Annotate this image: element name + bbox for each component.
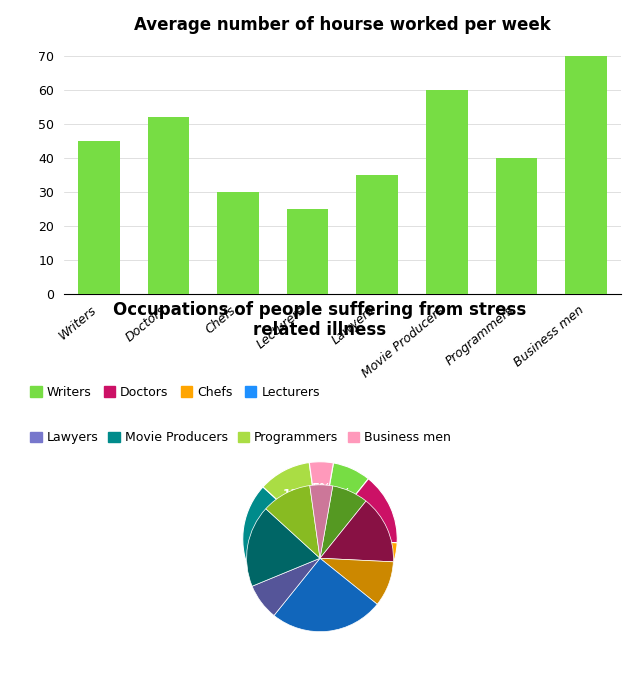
- Bar: [217, 192, 259, 294]
- Bar: [426, 90, 468, 294]
- Wedge shape: [252, 559, 320, 615]
- Wedge shape: [246, 509, 320, 586]
- Wedge shape: [263, 463, 320, 539]
- Text: 10%: 10%: [353, 550, 381, 564]
- Text: 18%: 18%: [256, 524, 284, 537]
- Wedge shape: [320, 463, 369, 539]
- Legend: Lawyers, Movie Producers, Programmers, Business men: Lawyers, Movie Producers, Programmers, B…: [26, 426, 456, 449]
- Wedge shape: [271, 539, 380, 616]
- Wedge shape: [310, 485, 333, 559]
- Bar: [565, 55, 607, 294]
- Text: Occupations of people suffering from stress
related illness: Occupations of people suffering from str…: [113, 301, 527, 340]
- Wedge shape: [320, 479, 397, 542]
- Wedge shape: [320, 501, 394, 562]
- Wedge shape: [320, 559, 394, 604]
- Wedge shape: [248, 539, 320, 599]
- Text: 8%: 8%: [331, 486, 351, 500]
- Wedge shape: [274, 559, 377, 631]
- Bar: [78, 141, 120, 294]
- Title: Average number of hourse worked per week: Average number of hourse worked per week: [134, 16, 551, 34]
- Wedge shape: [320, 486, 366, 559]
- Text: 8%: 8%: [269, 563, 290, 575]
- Wedge shape: [243, 487, 320, 568]
- Wedge shape: [320, 539, 397, 587]
- Text: 5%: 5%: [311, 482, 331, 495]
- Text: 25%: 25%: [312, 582, 339, 596]
- Bar: [495, 158, 538, 294]
- Bar: [287, 209, 328, 294]
- Bar: [147, 117, 189, 294]
- Text: 15%: 15%: [352, 512, 380, 525]
- Bar: [356, 175, 398, 294]
- Text: 11%: 11%: [282, 488, 310, 501]
- Wedge shape: [266, 486, 320, 559]
- Wedge shape: [309, 462, 333, 539]
- Text: Hours worked and stress levels amongst professionals in eight groups: Hours worked and stress levels amongst p…: [56, 674, 584, 687]
